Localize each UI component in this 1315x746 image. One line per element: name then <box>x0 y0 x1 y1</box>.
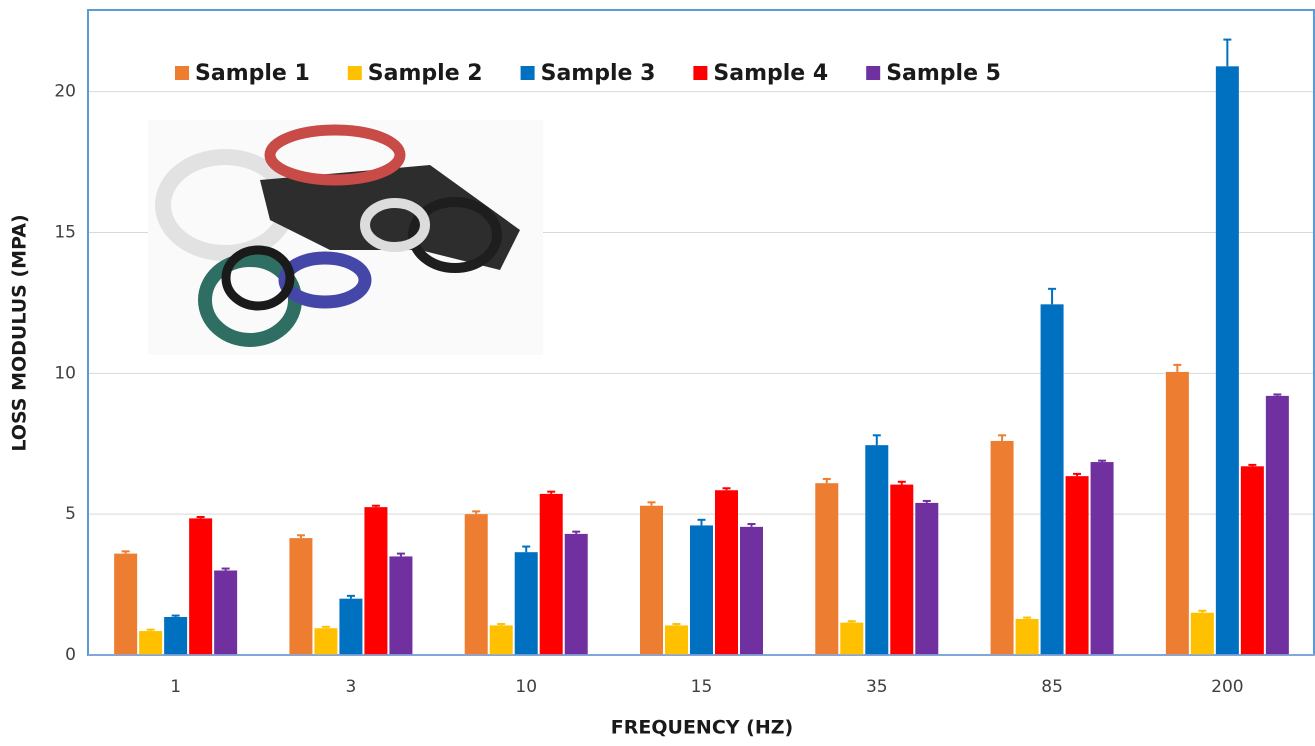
error-bar <box>547 492 555 494</box>
bar <box>690 525 713 655</box>
bar <box>865 445 888 655</box>
x-axis-title: FREQUENCY (HZ) <box>611 717 793 739</box>
error-bar <box>397 554 405 557</box>
bar <box>490 625 513 655</box>
x-tick-label: 1 <box>170 677 181 697</box>
x-tick-label: 85 <box>1041 677 1063 697</box>
x-tick-label: 200 <box>1211 677 1243 697</box>
error-bar <box>1173 365 1181 372</box>
bar <box>1066 476 1089 655</box>
y-axis-title: LOSS MODULUS (MPA) <box>9 214 31 451</box>
legend-swatch <box>175 66 189 80</box>
bar <box>1016 619 1039 655</box>
legend-swatch <box>521 66 535 80</box>
x-tick-label: 15 <box>691 677 713 697</box>
error-bar <box>673 624 681 625</box>
error-bar <box>823 479 831 483</box>
bar <box>364 507 387 655</box>
x-tick-label: 35 <box>866 677 888 697</box>
y-tick-label: 5 <box>65 504 76 524</box>
bar <box>991 441 1014 655</box>
legend-swatch <box>866 66 880 80</box>
error-bar <box>222 569 230 571</box>
bar <box>715 490 738 655</box>
x-tick-label: 3 <box>346 677 357 697</box>
bar <box>740 527 763 655</box>
error-bar <box>648 502 656 505</box>
error-bar <box>1198 611 1206 613</box>
bar <box>214 571 237 655</box>
chart: FREQUENCY (HZ) LOSS MODULUS (MPA) 0 5 10 15… <box>0 0 1315 746</box>
inset-image <box>148 120 543 355</box>
bar <box>915 503 938 655</box>
legend-swatch <box>348 66 362 80</box>
x-tick-label: 10 <box>515 677 537 697</box>
bar <box>515 552 538 655</box>
legend-label: Sample 1 <box>195 61 310 86</box>
error-bar <box>497 624 505 625</box>
bar <box>1266 396 1289 655</box>
legend-label: Sample 5 <box>886 61 1001 86</box>
error-bar <box>147 630 155 631</box>
error-bar <box>1273 394 1281 395</box>
error-bar <box>698 520 706 526</box>
bar <box>1241 466 1264 655</box>
legend-label: Sample 2 <box>368 61 483 86</box>
bar <box>314 628 337 655</box>
bar <box>189 518 212 655</box>
error-bar <box>522 547 530 553</box>
bar <box>1091 462 1114 655</box>
error-bar <box>1098 461 1106 462</box>
bar <box>540 494 563 655</box>
error-bar <box>347 596 355 599</box>
error-bar <box>748 524 756 527</box>
error-bar <box>297 535 305 538</box>
error-bar <box>723 488 731 490</box>
error-bar <box>572 532 580 534</box>
error-bar <box>372 506 380 507</box>
bar <box>139 631 162 655</box>
y-tick-label: 15 <box>54 223 76 243</box>
bar <box>890 485 913 655</box>
error-bar <box>873 435 881 445</box>
bar <box>815 483 838 655</box>
error-bar <box>172 616 180 617</box>
bar <box>114 554 137 655</box>
bar <box>665 625 688 655</box>
error-bar <box>923 501 931 503</box>
y-tick-label: 10 <box>54 363 76 383</box>
error-bar <box>998 435 1006 441</box>
error-bar <box>122 551 130 553</box>
bar <box>389 556 412 655</box>
y-tick-label: 20 <box>54 82 76 102</box>
error-bar <box>848 621 856 622</box>
legend-label: Sample 3 <box>541 61 656 86</box>
bar <box>640 506 663 655</box>
bar <box>289 538 312 655</box>
error-bar <box>1248 465 1256 466</box>
legend-label: Sample 4 <box>713 61 828 86</box>
error-bar <box>898 482 906 485</box>
error-bar <box>197 517 205 518</box>
bar <box>1041 304 1064 655</box>
error-bar <box>1048 289 1056 304</box>
error-bar <box>1073 474 1081 476</box>
bar <box>465 514 488 655</box>
error-bar <box>1223 40 1231 67</box>
y-tick-label: 0 <box>65 645 76 665</box>
bar <box>1216 66 1239 655</box>
page: {"chart_data": {"type": "bar", "x_label"… <box>0 0 1315 746</box>
bar <box>1166 372 1189 655</box>
legend-swatch <box>693 66 707 80</box>
bar <box>164 617 187 655</box>
bar <box>1191 613 1214 655</box>
error-bar <box>322 627 330 628</box>
error-bar <box>1023 618 1031 619</box>
bar <box>339 599 362 655</box>
bar <box>840 623 863 655</box>
bar <box>565 534 588 655</box>
